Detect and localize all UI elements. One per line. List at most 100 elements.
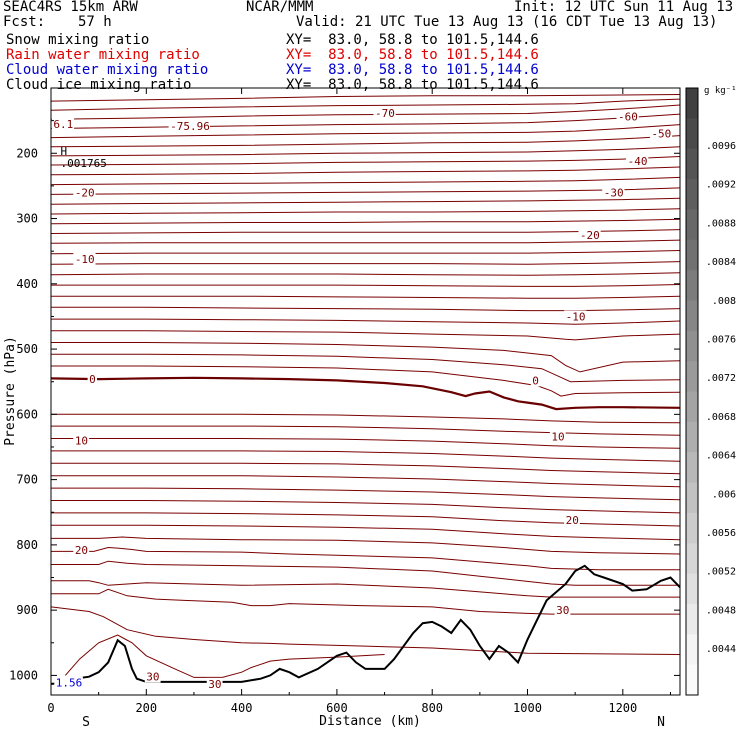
plot-frame bbox=[50, 87, 681, 696]
terrain-line bbox=[51, 564, 680, 685]
isotherm-contour bbox=[51, 176, 680, 186]
isotherm-contour bbox=[51, 318, 680, 325]
isotherm-contour bbox=[51, 487, 680, 501]
contour-label-bg bbox=[373, 106, 396, 119]
field-ice-xy: XY= 83.0, 58.8 to 101.5,144.6 bbox=[286, 77, 539, 93]
contour-label: -75.96 bbox=[170, 120, 210, 133]
contour-label: 1.56 bbox=[56, 677, 83, 690]
x-tick-label: 0 bbox=[47, 701, 54, 715]
y-tick-label: 800 bbox=[16, 538, 38, 552]
contour-label-bg bbox=[206, 677, 223, 690]
colorbar-swatch bbox=[686, 209, 698, 241]
colorbar-swatch bbox=[686, 330, 698, 362]
contour-label: 10 bbox=[75, 434, 88, 447]
field-ice-name: Cloud ice mixing ratio bbox=[6, 77, 192, 93]
colorbar-tick-label: .0068 bbox=[706, 412, 736, 423]
colorbar-swatch bbox=[686, 179, 698, 210]
y-tick-label: 900 bbox=[16, 603, 38, 617]
valid-time: Valid: 21 UTC Tue 13 Aug 13 (16 CDT Tue … bbox=[296, 14, 718, 30]
isotherm-contour bbox=[51, 438, 680, 449]
contour-label: 6.1 bbox=[53, 118, 73, 131]
contour-label-bg bbox=[73, 186, 96, 199]
x-tick-label: 200 bbox=[135, 701, 157, 715]
contour-label: 20 bbox=[75, 544, 88, 557]
south-label: S bbox=[82, 715, 90, 730]
colorbar-swatch bbox=[686, 421, 698, 453]
y-tick-label: 300 bbox=[16, 212, 38, 226]
contour-label: 0 bbox=[532, 374, 539, 387]
isotherm-contour bbox=[51, 197, 680, 205]
isotherm-contour bbox=[51, 342, 680, 373]
isotherm-contour bbox=[51, 146, 680, 157]
isotherm-contour bbox=[51, 94, 680, 102]
contour-label: 0 bbox=[89, 373, 96, 386]
field-snow-xy: XY= 83.0, 58.8 to 101.5,144.6 bbox=[286, 32, 539, 48]
contour-label: 30 bbox=[208, 678, 221, 691]
field-rain-name: Rain water mixing ratio bbox=[6, 47, 200, 63]
terrain-layer bbox=[51, 564, 680, 685]
colorbar-swatch bbox=[686, 634, 698, 666]
colorbar-tick-label: .008 bbox=[712, 296, 736, 307]
y-tick-label: 500 bbox=[16, 342, 38, 356]
contour-label: -50 bbox=[651, 128, 671, 141]
colorbar-swatch bbox=[686, 482, 698, 514]
x-tick-label: 400 bbox=[231, 701, 253, 715]
field-rain-xy: XY= 83.0, 58.8 to 101.5,144.6 bbox=[286, 47, 539, 63]
y-tick-label: 600 bbox=[16, 407, 38, 421]
isotherm-contour bbox=[51, 588, 680, 615]
fcst-value: 57 h bbox=[78, 14, 112, 30]
y-tick-label: 400 bbox=[16, 277, 38, 291]
isotherm-contour bbox=[51, 218, 680, 225]
isotherm-contour bbox=[51, 272, 680, 276]
contour-label-bg bbox=[549, 430, 566, 443]
isotherm-contour bbox=[51, 606, 680, 655]
contour-label-bg bbox=[144, 670, 161, 683]
colorbar-swatch bbox=[686, 88, 698, 119]
contour-label-bg bbox=[87, 373, 98, 386]
zero-isotherm bbox=[51, 376, 680, 411]
isotherm-contour bbox=[51, 353, 680, 383]
contour-label: -20 bbox=[580, 229, 600, 242]
y-tick-label: 1000 bbox=[9, 668, 38, 682]
colorbar-swatch bbox=[686, 300, 698, 332]
isotherm-contour bbox=[51, 239, 680, 244]
isotherm-contour bbox=[51, 306, 680, 312]
colorbar-swatch bbox=[686, 664, 698, 696]
isotherm-contour bbox=[51, 113, 680, 129]
isotherm-contour bbox=[51, 450, 680, 462]
contour-label-bg bbox=[73, 434, 90, 447]
contour-label-bg bbox=[73, 544, 90, 557]
x-axis-label: Distance (km) bbox=[319, 714, 421, 729]
contour-label-bg bbox=[578, 228, 601, 241]
isotherm-contour bbox=[51, 580, 680, 598]
isotherm-contour bbox=[51, 536, 680, 555]
isotherm-contour bbox=[51, 261, 680, 265]
x-tick-label: 800 bbox=[421, 701, 443, 715]
isotherm-contour bbox=[51, 295, 680, 299]
contour-label: -40 bbox=[628, 155, 648, 168]
isotherm-contour bbox=[51, 546, 680, 571]
isotherm-contour bbox=[51, 413, 680, 424]
colorbar-swatch bbox=[686, 604, 698, 635]
isotherm-contour bbox=[51, 124, 680, 139]
colorbar-tick-label: .0056 bbox=[706, 528, 736, 539]
contour-label: -30 bbox=[604, 186, 624, 199]
colorbar-tick-label: .0096 bbox=[706, 141, 736, 152]
isotherm-contour bbox=[51, 229, 680, 234]
isotherm-contour bbox=[51, 462, 680, 475]
contour-label-bg bbox=[51, 117, 75, 130]
isotherm-contour bbox=[51, 500, 680, 514]
y-axis-label: Pressure (hPa) bbox=[3, 336, 18, 446]
colorbar-tick-label: .0088 bbox=[706, 218, 736, 229]
isotherm-contour bbox=[51, 250, 680, 255]
isotherm-contour bbox=[51, 104, 680, 120]
isotherm-contour bbox=[51, 365, 680, 397]
contour-label: 30 bbox=[556, 604, 569, 617]
colorbar-tick-label: .0072 bbox=[706, 373, 736, 384]
field-snow-name: Snow mixing ratio bbox=[6, 32, 150, 48]
colorbar-swatch bbox=[686, 270, 698, 301]
isotherm-contour bbox=[51, 166, 680, 176]
contour-label-bg bbox=[616, 110, 639, 123]
colorbar-tick-label: .0048 bbox=[706, 605, 736, 616]
